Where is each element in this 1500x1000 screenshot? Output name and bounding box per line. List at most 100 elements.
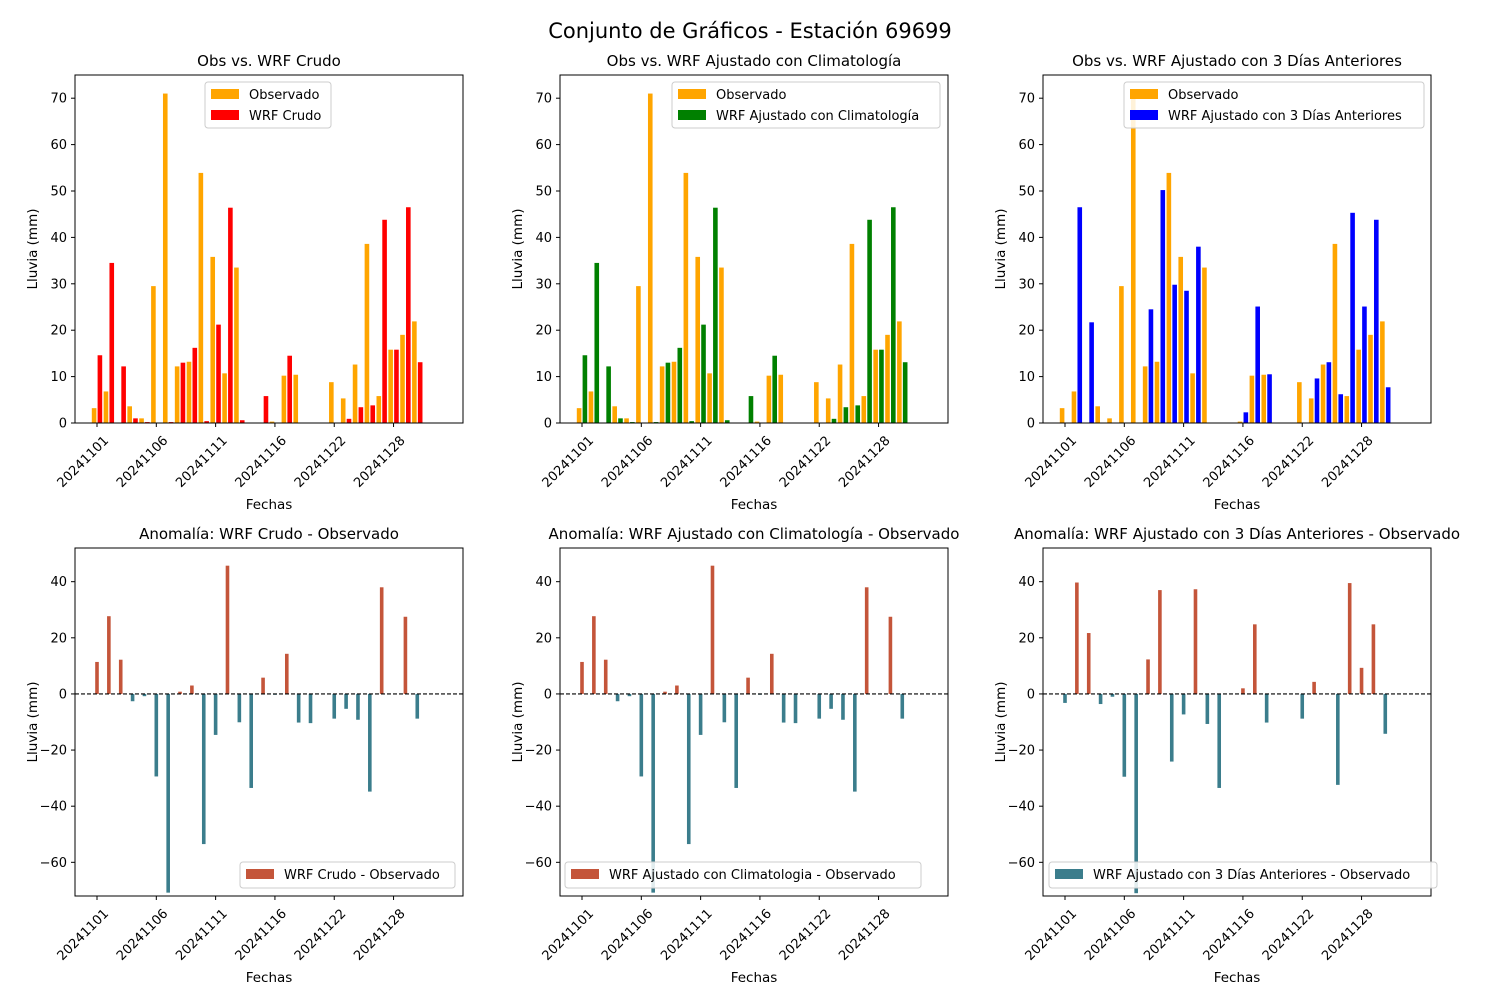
- bar-wrf: [1350, 212, 1355, 423]
- plot-frame: [74, 547, 464, 897]
- figure-title: Conjunto de Gráficos - Estación 69699: [548, 19, 952, 43]
- anomaly-bar: [1336, 693, 1340, 785]
- x-tick-label: 20241122: [292, 433, 349, 490]
- y-tick-label: 60: [535, 138, 552, 153]
- bar-observado: [1154, 361, 1160, 423]
- bar-wrf: [867, 219, 872, 423]
- bar-wrf: [121, 366, 126, 423]
- bar-wrf: [594, 262, 600, 423]
- legend-label: WRF Ajustado con Climatologia - Observad…: [609, 868, 896, 883]
- x-axis-label: Fechas: [731, 497, 778, 513]
- anomaly-bar: [249, 693, 254, 788]
- x-tick-label: 20241122: [777, 433, 834, 490]
- anomaly-bar: [178, 691, 182, 694]
- bar-observado: [1130, 93, 1136, 423]
- panel-title: Anomalía: WRF Crudo - Observado: [139, 525, 399, 543]
- anomaly-bar: [225, 565, 230, 694]
- bar-wrf: [1243, 412, 1249, 423]
- y-tick-label: −40: [1008, 800, 1035, 815]
- anomaly-bar: [1110, 693, 1115, 697]
- panel-title: Anomalía: WRF Ajustado con Climatología …: [549, 525, 960, 543]
- legend-label: WRF Ajustado con 3 Días Anteriores - Obs…: [1093, 868, 1410, 883]
- bar-observado: [683, 172, 689, 423]
- legend-label: WRF Ajustado con 3 Días Anteriores: [1168, 109, 1402, 124]
- y-tick-label: −60: [1008, 856, 1035, 871]
- bar-wrf: [382, 219, 387, 423]
- legend-swatch: [1130, 89, 1158, 99]
- chart-panel-4: Anomalía: WRF Crudo - Observado −60 −40 −20…: [25, 525, 464, 986]
- panel-title: Anomalía: WRF Ajustado con 3 Días Anteri…: [1014, 525, 1460, 543]
- anomaly-bar: [734, 693, 739, 788]
- x-tick-label: 20241128: [836, 906, 893, 963]
- bar-observado: [1356, 349, 1361, 423]
- y-tick-label: 70: [50, 92, 67, 107]
- x-tick-label: 20241128: [836, 433, 893, 490]
- y-tick-label: −60: [40, 856, 67, 871]
- anomaly-bar: [746, 677, 750, 694]
- bar-observado: [162, 93, 168, 423]
- y-tick-label: −40: [525, 800, 552, 815]
- bar-observado: [897, 321, 902, 423]
- anomaly-bar: [1300, 693, 1305, 719]
- bar-observado: [588, 391, 594, 423]
- bar-observado: [412, 321, 417, 423]
- y-tick-label: 60: [50, 138, 67, 153]
- bar-wrf: [204, 421, 209, 423]
- legend-label: WRF Ajustado con Climatología: [716, 109, 919, 124]
- x-tick-label: 20241101: [1023, 906, 1080, 963]
- y-tick-label: 20: [535, 631, 552, 646]
- y-tick-label: −20: [40, 744, 67, 759]
- anomaly-bar: [415, 693, 420, 719]
- legend: WRF Ajustado con 3 Días Anteriores - Obs…: [1048, 861, 1438, 889]
- anomaly-bar: [698, 693, 703, 735]
- y-tick-label: 0: [544, 417, 552, 432]
- anomaly-bar: [403, 616, 408, 694]
- bar-wrf: [677, 347, 683, 423]
- x-tick-label: 20241106: [1082, 433, 1139, 490]
- plot-frame: [559, 547, 949, 897]
- x-tick-label: 20241122: [1260, 906, 1317, 963]
- y-tick-label: −20: [525, 744, 552, 759]
- bar-observado: [1107, 418, 1112, 423]
- y-tick-label: −40: [40, 800, 67, 815]
- bar-wrf: [902, 362, 908, 423]
- bar-observado: [1166, 172, 1172, 423]
- x-tick-label: 20241122: [292, 906, 349, 963]
- bar-observado: [1332, 243, 1338, 423]
- anomaly-bar: [686, 693, 691, 845]
- y-tick-label: 50: [535, 185, 552, 200]
- plot-frame: [1042, 547, 1432, 897]
- anomaly-bar: [1098, 693, 1103, 705]
- bar-wrf: [831, 418, 837, 423]
- bar-observado: [198, 172, 204, 423]
- x-tick-label: 20241106: [1082, 906, 1139, 963]
- x-tick-label: 20241111: [1141, 433, 1198, 490]
- bar-wrf: [1374, 219, 1379, 423]
- anomaly-bar: [663, 691, 667, 694]
- bar-observado: [861, 396, 867, 423]
- chart-panel-2: Obs vs. WRF Ajustado con Climatología 0 10…: [510, 52, 949, 513]
- chart-panel-1: Obs vs. WRF Crudo 0 10 20 30 40 50 60 70 20241101…: [25, 52, 464, 513]
- bar-wrf: [109, 262, 115, 423]
- anomaly-bar: [190, 685, 194, 694]
- bar-observado: [837, 364, 843, 423]
- legend-swatch: [1130, 110, 1158, 120]
- bar-observado: [1237, 421, 1243, 423]
- anomaly-bar: [356, 693, 360, 720]
- anomaly-bar: [592, 616, 596, 694]
- bar-wrf: [701, 324, 706, 423]
- bar-observado: [1142, 366, 1148, 423]
- x-tick-label: 20241111: [173, 906, 230, 963]
- bar-observado: [612, 406, 617, 423]
- bar-observado: [754, 421, 760, 423]
- bar-wrf: [879, 349, 884, 423]
- legend: WRF Crudo - Observado: [239, 861, 456, 889]
- anomaly-bar: [829, 693, 833, 709]
- x-tick-label: 20241101: [55, 906, 112, 963]
- x-tick-label: 20241106: [599, 906, 656, 963]
- bar-observado: [695, 256, 701, 423]
- legend-box: [671, 81, 941, 129]
- bar-wrf: [287, 355, 292, 423]
- y-tick-label: 10: [1018, 370, 1035, 385]
- bar-wrf: [370, 405, 376, 423]
